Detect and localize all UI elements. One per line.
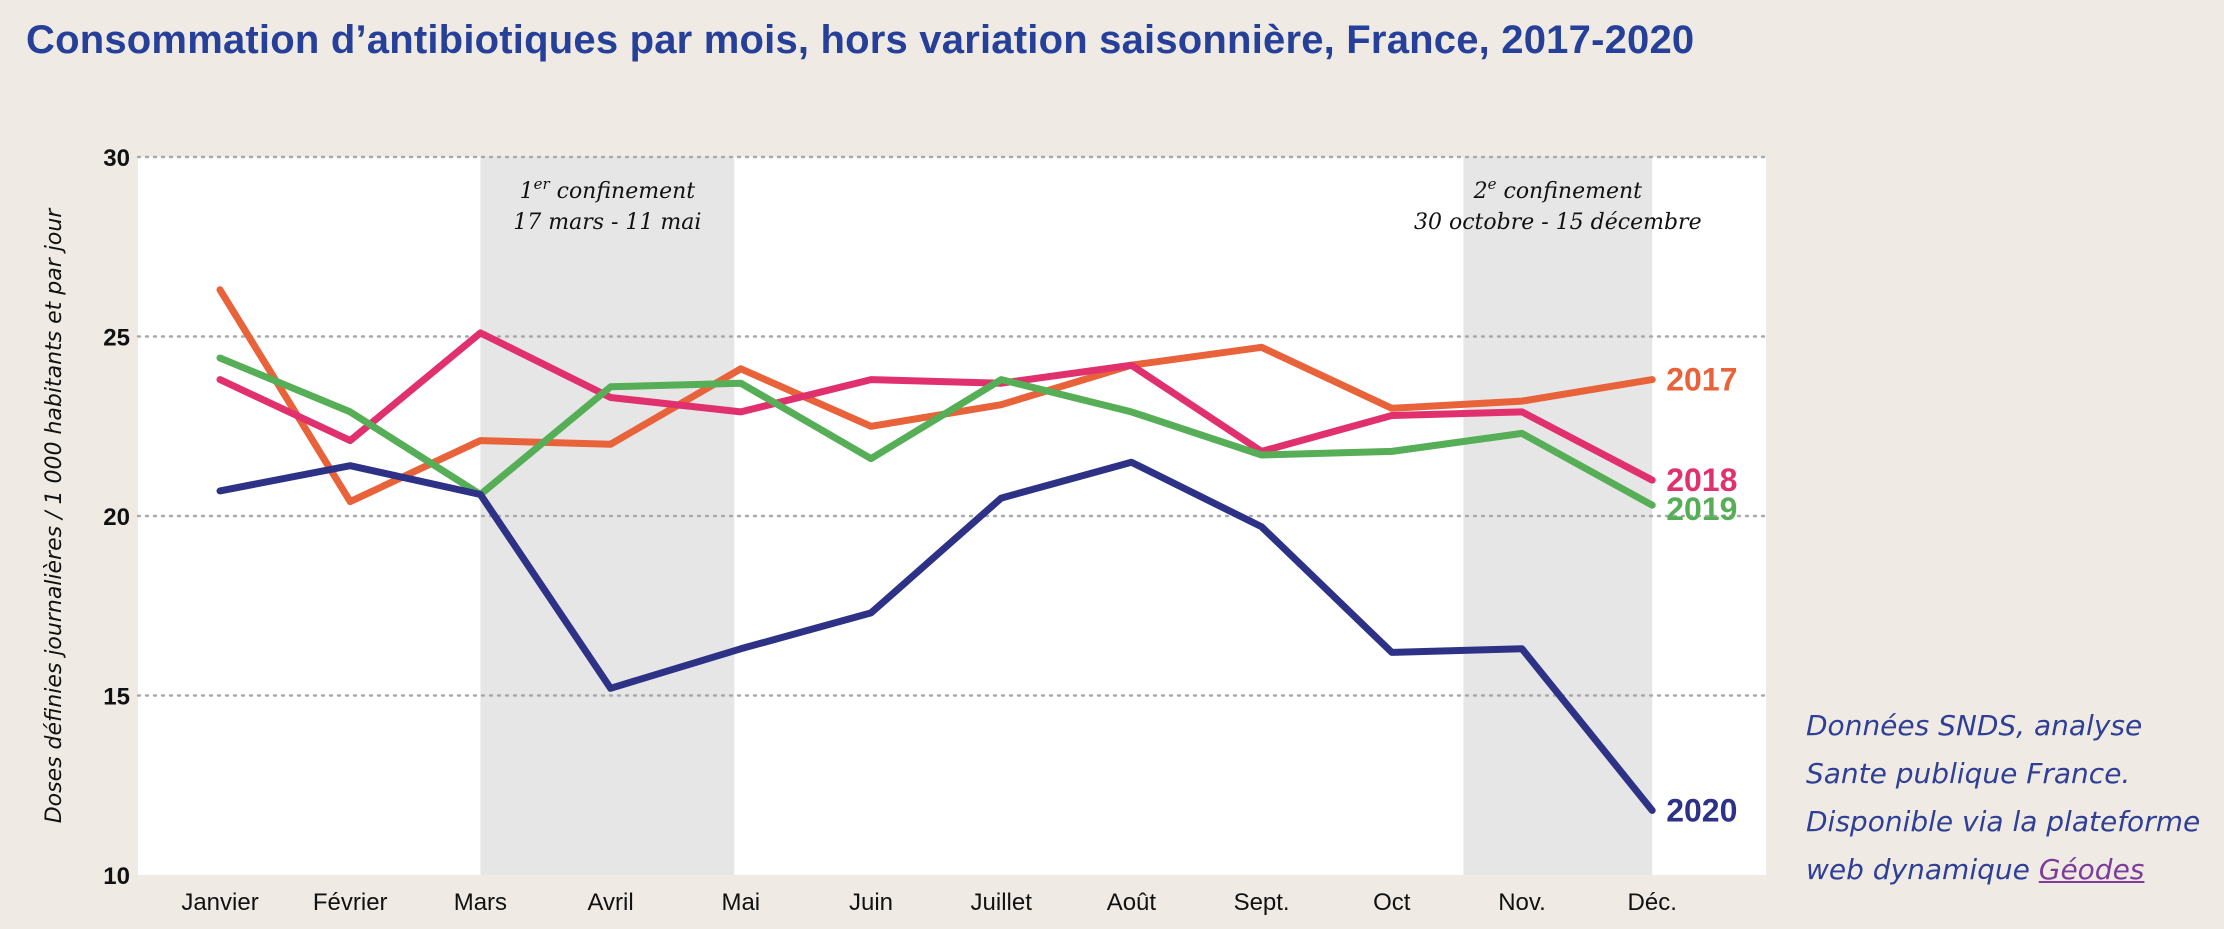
series-line-2018 (216, 329, 1656, 484)
source-line-4-prefix: web dynamique (1806, 853, 2039, 886)
series-line-2019 (216, 354, 1656, 509)
series-label-2019: 2019 (1666, 491, 1737, 527)
y-tick-10: 10 (103, 863, 130, 890)
geodes-link[interactable]: Géodes (2038, 853, 2145, 886)
series-label-2020: 2020 (1666, 792, 1737, 828)
x-tick-12: Déc. (1628, 889, 1677, 916)
x-tick-7: Juillet (971, 889, 1033, 916)
chart-title: Consommation d’antibiotiques par mois, h… (26, 18, 1695, 62)
lockdown-label-1: 1er confinement (520, 175, 696, 204)
source-line-4: web dynamique Géodes (1806, 846, 2200, 894)
x-tick-11: Nov. (1498, 889, 1546, 916)
source-line-1: Données SNDS, analyse (1806, 709, 2143, 742)
x-tick-4: Avril (587, 889, 633, 916)
lockdown-label-2: 2e confinement (1473, 175, 1643, 204)
source-line-3: Disponible via la plateforme (1806, 805, 2201, 838)
series-label-2018: 2018 (1666, 462, 1737, 498)
x-tick-3: Mars (454, 889, 507, 916)
x-tick-9: Sept. (1234, 889, 1290, 916)
lockdown-band-1 (480, 157, 735, 875)
y-tick-30: 30 (103, 145, 130, 172)
y-tick-25: 25 (103, 325, 130, 352)
y-tick-15: 15 (103, 684, 130, 711)
x-tick-1: Janvier (181, 889, 258, 916)
x-tick-8: Août (1107, 889, 1157, 916)
source-note: Données SNDS, analyse Sante publique Fra… (1806, 702, 2200, 894)
x-tick-6: Juin (849, 889, 893, 916)
x-tick-5: Mai (721, 889, 760, 916)
source-line-2: Sante publique France. (1806, 757, 2131, 790)
y-axis-label: Doses définies journalières / 1 000 habi… (42, 207, 67, 824)
y-tick-20: 20 (103, 504, 130, 531)
lockdown-dates-2: 30 octobre - 15 décembre (1414, 210, 1702, 235)
lockdown-dates-1: 17 mars - 11 mai (513, 210, 701, 235)
series-line-2020 (216, 458, 1656, 814)
series-label-2017: 2017 (1666, 362, 1737, 398)
x-tick-10: Oct (1373, 889, 1411, 916)
x-tick-2: Février (313, 889, 388, 916)
